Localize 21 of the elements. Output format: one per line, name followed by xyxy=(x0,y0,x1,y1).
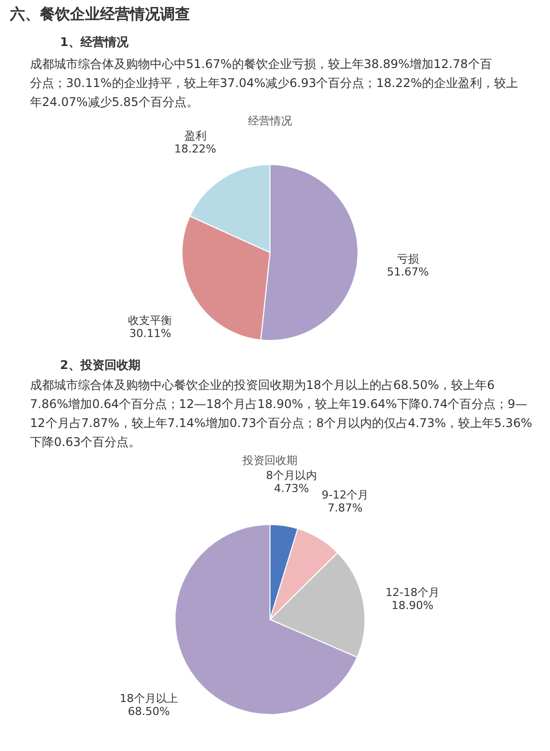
chart-title: 经营情况 xyxy=(248,114,292,128)
slice-label: 12-18个月 xyxy=(386,586,440,599)
data-label: 7.87% xyxy=(328,501,363,514)
text: 成都城市综合体及购物中心餐饮企业的投资回收期为18个月以上的占68.50%，较上年67.86%增加0.64个百分点；12—18个月占18.90%，较上年19.64%下降0.74个百分点；9—12个月占7.87%，较上年7.14%增加0.73个百分点；8个月以内的仅占4.73%，较上年5.36%下降0.63个百分点。 xyxy=(30,378,532,449)
slice-label: 亏损 xyxy=(396,252,419,266)
slice-label: 8个月以内 xyxy=(266,469,317,482)
data-label: 18.90% xyxy=(392,598,434,612)
data-label: 4.73% xyxy=(274,482,309,496)
data-label: 30.11% xyxy=(129,327,172,340)
text: 2、投资回收期 xyxy=(60,358,140,372)
text: 1、经营情况 xyxy=(60,35,130,49)
slice-label: 9-12个月 xyxy=(322,488,369,502)
data-label: 68.50% xyxy=(128,705,170,718)
data-label: 51.67% xyxy=(386,266,429,279)
slice-label: 收支平衡 xyxy=(128,314,172,328)
data-label: 18.22% xyxy=(174,142,216,156)
slice-label: 盈利 xyxy=(184,129,206,142)
text: 成都城市综合体及购物中心中51.67%的餐饮企业亏损，较上年38.89%增加12.78个百分点；30.11%的企业持平，较上年37.04%减少6.93个百分点；18.22%的企业盈利，较上年24.07%减少5.85个百分点。 xyxy=(30,57,518,109)
text: 六、餐饮企业经营情况调查 xyxy=(9,5,190,23)
chart-title: 投资回收期 xyxy=(242,454,298,468)
slice-label: 18个月以上 xyxy=(120,692,178,706)
